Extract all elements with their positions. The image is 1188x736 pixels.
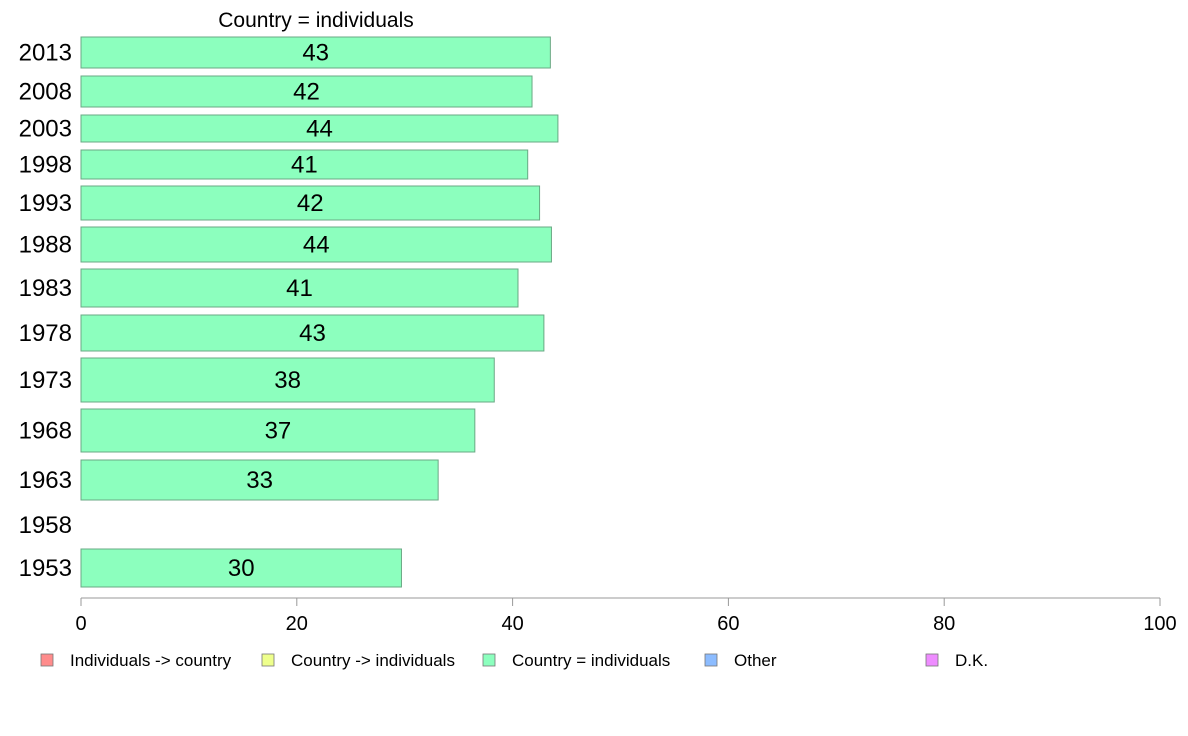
bar-1968 bbox=[80, 408, 476, 453]
legend-label-1: Country -> individuals bbox=[291, 651, 455, 670]
bar-1963 bbox=[80, 459, 439, 501]
bar-2013 bbox=[80, 36, 551, 69]
data-label-1973: 38 bbox=[274, 367, 301, 394]
data-label-1998: 41 bbox=[291, 152, 318, 179]
y-tick-label-1973: 1973 bbox=[19, 367, 72, 394]
legend-swatch-2 bbox=[482, 653, 496, 667]
data-label-1983: 41 bbox=[286, 275, 313, 302]
x-tick-label-80: 80 bbox=[933, 613, 955, 635]
y-tick-label-1998: 1998 bbox=[19, 152, 72, 179]
bar-2008 bbox=[80, 75, 533, 108]
y-tick-label-1958: 1958 bbox=[19, 512, 72, 539]
bar-1983 bbox=[80, 268, 519, 308]
legend-label-0: Individuals -> country bbox=[70, 651, 232, 670]
legend: Individuals -> country Country -> individ… bbox=[40, 651, 988, 670]
x-tick-label-60: 60 bbox=[717, 613, 739, 635]
y-tick-label-1978: 1978 bbox=[19, 320, 72, 347]
x-tick-label-100: 100 bbox=[1143, 613, 1176, 635]
x-axis: 0 20 40 60 80 100 bbox=[75, 597, 1177, 635]
bar-1953 bbox=[80, 548, 402, 588]
bar-1993 bbox=[80, 185, 541, 221]
x-tick-label-40: 40 bbox=[501, 613, 523, 635]
legend-label-3: Other bbox=[734, 651, 777, 670]
bar-2003 bbox=[80, 114, 559, 143]
y-tick-label-1993: 1993 bbox=[19, 190, 72, 217]
y-tick-label-1983: 1983 bbox=[19, 275, 72, 302]
y-tick-label-1968: 1968 bbox=[19, 418, 72, 445]
legend-swatch-0 bbox=[40, 653, 54, 667]
data-label-1953: 30 bbox=[228, 555, 255, 582]
data-label-1968: 37 bbox=[265, 418, 292, 445]
y-tick-label-1988: 1988 bbox=[19, 232, 72, 259]
bar-1998 bbox=[80, 149, 529, 180]
y-tick-label-1953: 1953 bbox=[19, 555, 72, 582]
y-tick-label-2008: 2008 bbox=[19, 79, 72, 106]
legend-label-4: D.K. bbox=[955, 651, 988, 670]
bar-1973 bbox=[80, 357, 495, 403]
y-tick-label-1963: 1963 bbox=[19, 467, 72, 494]
legend-swatch-1 bbox=[261, 653, 275, 667]
x-tick-label-0: 0 bbox=[75, 613, 86, 635]
legend-label-2: Country = individuals bbox=[512, 651, 670, 670]
bar-1978 bbox=[80, 314, 545, 352]
y-tick-labels: 2013 2008 2003 1998 1993 1988 1983 1978 1973 1968… bbox=[19, 40, 72, 583]
data-label-1988: 44 bbox=[303, 232, 330, 259]
data-label-1963: 33 bbox=[246, 467, 273, 494]
legend-swatch-4 bbox=[925, 653, 939, 667]
y-tick-label-2003: 2003 bbox=[19, 116, 72, 143]
chart-title: Country = individuals bbox=[218, 9, 414, 32]
data-label-2013: 43 bbox=[302, 40, 329, 67]
data-label-1978: 43 bbox=[299, 320, 326, 347]
data-label-2008: 42 bbox=[293, 79, 320, 106]
bars-group: 43 42 44 41 42 44 41 43 38 37 33 30 bbox=[80, 36, 559, 588]
x-tick-label-20: 20 bbox=[286, 613, 308, 635]
y-tick-label-2013: 2013 bbox=[19, 40, 72, 67]
bar-1988 bbox=[80, 226, 552, 263]
data-label-1993: 42 bbox=[297, 190, 324, 217]
legend-swatch-3 bbox=[704, 653, 718, 667]
data-label-2003: 44 bbox=[306, 116, 333, 143]
